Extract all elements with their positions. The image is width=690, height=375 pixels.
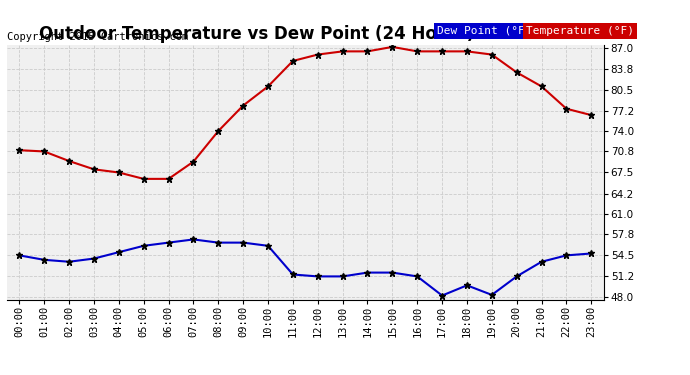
Text: Dew Point (°F): Dew Point (°F)	[437, 26, 531, 36]
Text: Copyright 2015 Cartronics.com: Copyright 2015 Cartronics.com	[7, 33, 188, 42]
Title: Outdoor Temperature vs Dew Point (24 Hours) 20150730: Outdoor Temperature vs Dew Point (24 Hou…	[39, 26, 572, 44]
Text: Temperature (°F): Temperature (°F)	[526, 26, 634, 36]
